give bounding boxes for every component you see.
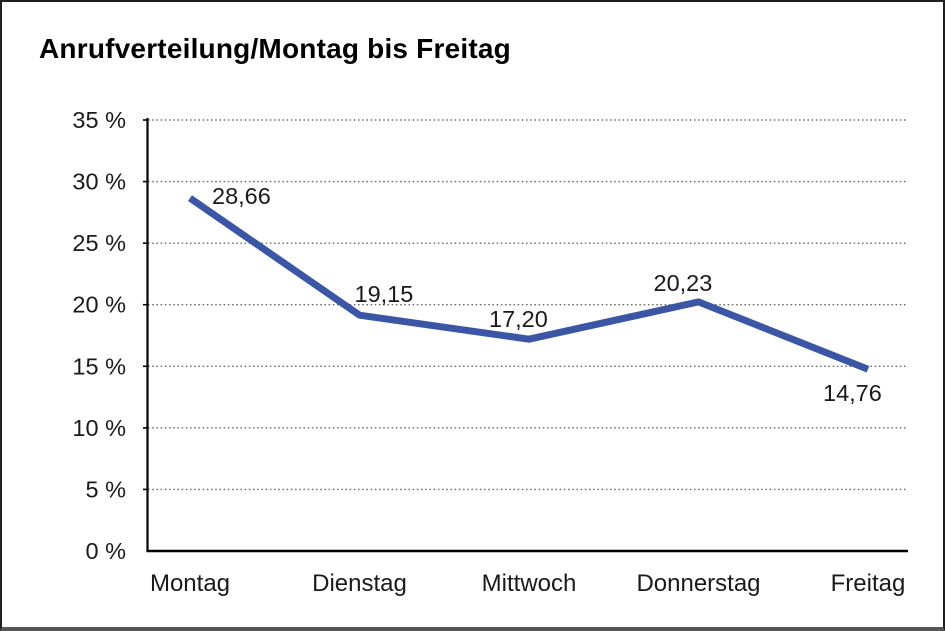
data-line-series — [188, 195, 870, 373]
y-axis-label-15: 15 % — [72, 353, 126, 379]
y-axis-label-5: 5 % — [86, 476, 127, 502]
y-axis-label-30: 30 % — [72, 169, 126, 195]
x-axis-label-dienstag: Dienstag — [312, 570, 407, 597]
y-axis-label-20: 20 % — [72, 292, 126, 318]
data-label-mittwoch: 17,20 — [489, 306, 548, 332]
x-axis-label-mittwoch: Mittwoch — [482, 570, 577, 597]
y-axis-label-0: 0 % — [86, 538, 127, 564]
y-axis-label-25: 25 % — [72, 230, 126, 256]
x-axis-label-donnerstag: Donnerstag — [636, 570, 760, 597]
data-label-montag: 28,66 — [212, 183, 271, 209]
x-axis-label-montag: Montag — [150, 570, 230, 597]
data-label-donnerstag: 20,23 — [654, 270, 713, 296]
y-axis-label-35: 35 % — [72, 107, 126, 133]
x-axis-label-freitag: Freitag — [831, 570, 906, 597]
data-label-dienstag: 19,15 — [355, 281, 414, 307]
chart-title: Anrufverteilung/Montag bis Freitag — [39, 33, 511, 64]
data-label-freitag: 14,76 — [823, 380, 882, 406]
y-axis-label-10: 10 % — [72, 415, 126, 441]
